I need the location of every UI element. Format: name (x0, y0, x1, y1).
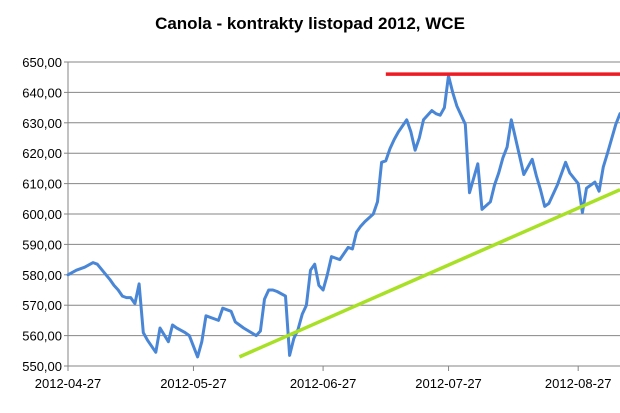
support-trend-line (238, 188, 620, 359)
y-tick-label: 620,00 (22, 146, 62, 161)
y-tick-label: 640,00 (22, 85, 62, 100)
price-series-line (66, 74, 620, 359)
y-tick-label: 610,00 (22, 177, 62, 192)
y-tick-label: 560,00 (22, 329, 62, 344)
trend-lines (238, 72, 620, 359)
gridlines (68, 61, 620, 337)
x-tick-label: 2012-08-27 (545, 376, 612, 391)
chart-title: Canola - kontrakty listopad 2012, WCE (155, 14, 465, 33)
x-tick-label: 2012-07-27 (415, 376, 482, 391)
y-tick-label: 570,00 (22, 298, 62, 313)
y-tick-label: 580,00 (22, 268, 62, 283)
x-tick-labels: 2012-04-27 2012-05-27 2012-06-27 2012-07-27… (35, 376, 612, 391)
y-tick-label: 650,00 (22, 55, 62, 70)
x-tick-label: 2012-06-27 (290, 376, 357, 391)
y-tick-labels: 550,00 560,00 570,00 580,00 590,00 600,00 610,… (22, 55, 62, 374)
series-layer (66, 74, 620, 359)
y-tick-label: 550,00 (22, 359, 62, 374)
axes (64, 61, 620, 371)
y-tick-label: 590,00 (22, 237, 62, 252)
x-tick-label: 2012-04-27 (35, 376, 102, 391)
x-tick-label: 2012-05-27 (160, 376, 227, 391)
y-tick-label: 630,00 (22, 116, 62, 131)
y-tick-label: 600,00 (22, 207, 62, 222)
